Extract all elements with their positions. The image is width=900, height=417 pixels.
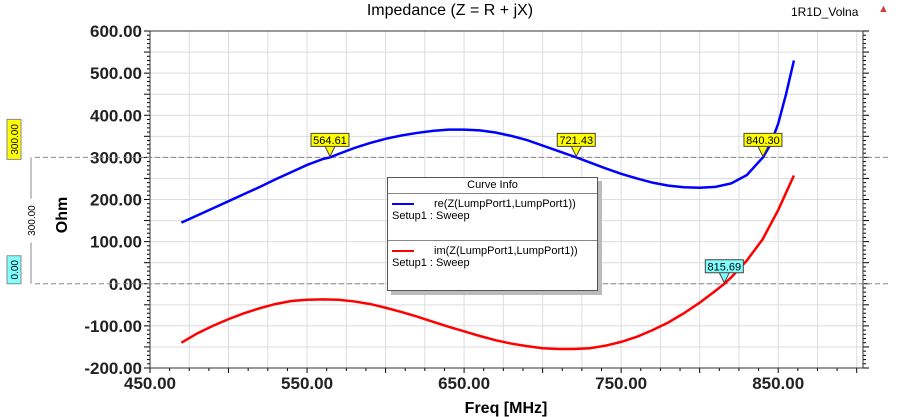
y-marker-box (6, 255, 22, 285)
legend-entry-im[interactable]: im(Z(LumpPort1,LumpPort1)) Setup1 : Swee… (388, 240, 597, 279)
x-tick-label: 450.00 (124, 374, 176, 393)
marker-box (556, 132, 596, 147)
y-tick-label: 600.00 (90, 22, 142, 41)
marker-pointer (570, 146, 582, 158)
marker-pointer (718, 272, 730, 284)
legend-swatch (392, 250, 414, 253)
legend-title: Curve Info (388, 178, 597, 194)
x-tick-label: 550.00 (281, 374, 333, 393)
y-tick-label: -100.00 (84, 317, 142, 336)
legend-label: im(Z(LumpPort1,LumpPort1)) (434, 245, 578, 257)
x-tick-label: 750.00 (595, 374, 647, 393)
plot-border (149, 30, 864, 369)
x-tick-label: 650.00 (438, 374, 490, 393)
y-tick-label: -200.00 (84, 359, 142, 378)
y-marker-box (6, 118, 22, 160)
marker-label: 564.61 (313, 135, 347, 147)
legend-entry-re[interactable]: re(Z(LumpPort1,LumpPort1)) Setup1 : Swee… (388, 194, 597, 232)
legend-setup: Setup1 : Sweep (392, 210, 470, 222)
marker-box (704, 259, 744, 274)
x-axis-label: Freq [MHz] (465, 400, 548, 417)
marker-pointer (324, 146, 336, 158)
project-name: 1R1D_Volna (791, 5, 859, 19)
series-line-0 (180, 60, 796, 224)
marker-box (310, 132, 350, 147)
y-tick-label: 400.00 (90, 106, 142, 125)
logo-icon: ▲ (878, 3, 889, 15)
marker-pointer (757, 146, 769, 158)
y-tick-label: 500.00 (90, 64, 142, 83)
y-axis-label: Ohm (54, 197, 71, 233)
series-line-1 (180, 174, 796, 351)
chart-title: Impedance (Z = R + jX) (366, 2, 534, 19)
y-tick-label: 200.00 (90, 191, 142, 210)
legend-setup: Setup1 : Sweep (392, 257, 470, 269)
delta-bg (24, 198, 38, 243)
x-tick-label: 850.00 (752, 374, 804, 393)
marker-box (743, 132, 783, 147)
y-tick-label: 100.00 (90, 233, 142, 252)
y-marker-label: 0.00 (10, 260, 21, 280)
y-marker-label: 300.00 (10, 124, 21, 155)
delta-label: 300.00 (27, 205, 38, 236)
marker-label: 840.30 (746, 135, 780, 147)
legend-swatch (392, 203, 414, 206)
legend[interactable]: Curve Info re(Z(LumpPort1,LumpPort1)) Se… (387, 177, 598, 291)
legend-label: re(Z(LumpPort1,LumpPort1)) (434, 198, 576, 210)
marker-label: 721.43 (559, 135, 593, 147)
marker-label: 815.69 (707, 261, 741, 273)
